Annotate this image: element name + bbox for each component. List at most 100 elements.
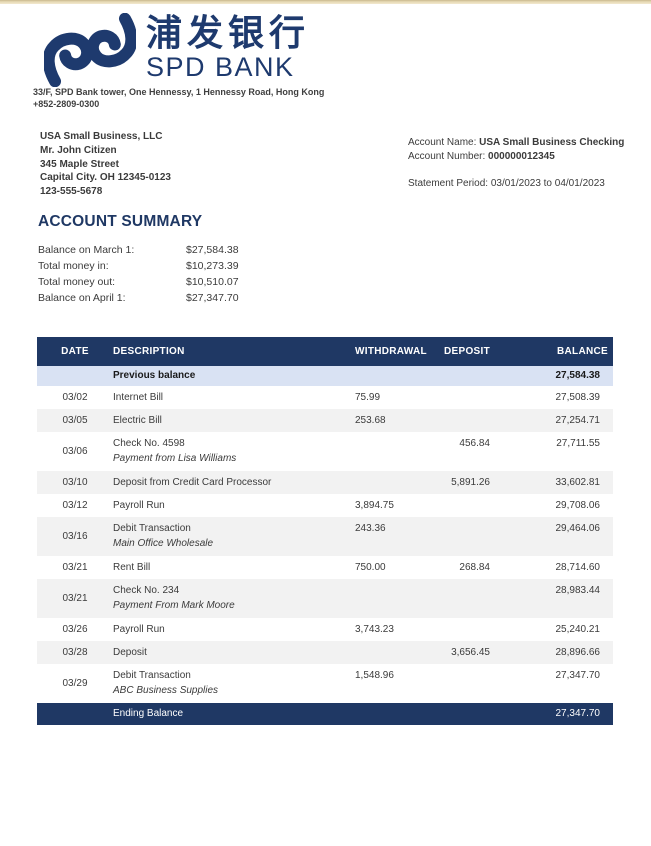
- cell-deposit: [430, 494, 490, 517]
- header-deposit: DEPOSIT: [444, 346, 490, 357]
- bank-address: 33/F, SPD Bank tower, One Hennessy, 1 He…: [33, 87, 325, 97]
- table-row: 03/10 Deposit from Credit Card Processor…: [37, 471, 613, 494]
- cell-withdrawal: 75.99: [355, 392, 381, 403]
- cell-deposit: [430, 618, 490, 641]
- cell-withdrawal: [355, 641, 430, 664]
- description-main: Debit Transaction: [113, 670, 191, 681]
- transactions-table: DATE DESCRIPTION WITHDRAWAL DEPOSIT BALA…: [37, 337, 613, 725]
- table-row: 03/16 Debit Transaction Main Office Whol…: [37, 517, 613, 556]
- summary-row: Total money in: $10,273.39: [38, 258, 239, 274]
- summary-value: $10,273.39: [186, 260, 239, 272]
- ending-balance-row: Ending Balance 27,347.70: [37, 703, 613, 725]
- cell-withdrawal: [355, 471, 430, 494]
- cell-balance: 33,602.81: [555, 477, 601, 488]
- cell-balance: 25,240.21: [555, 624, 601, 635]
- table-row: 03/06 Check No. 4598 Payment from Lisa W…: [37, 432, 613, 471]
- summary-row: Total money out: $10,510.07: [38, 274, 239, 290]
- summary-row: Balance on April 1: $27,347.70: [38, 290, 239, 306]
- statement-period-label: Statement Period:: [408, 178, 489, 189]
- cell-balance: 28,896.66: [555, 647, 601, 658]
- account-name-line: Account Name: USA Small Business Checkin…: [408, 136, 624, 150]
- previous-balance-value: 27,584.38: [555, 370, 601, 381]
- statement-period-line: Statement Period: 03/01/2023 to 04/01/20…: [408, 177, 624, 191]
- cell-date: 03/02: [62, 392, 88, 403]
- cell-description: Debit Transaction Main Office Wholesale: [113, 517, 355, 556]
- customer-name: Mr. John Citizen: [40, 144, 117, 156]
- table-row: 03/28 Deposit 3,656.45 28,896.66: [37, 641, 613, 664]
- cell-balance: 29,464.06: [555, 523, 601, 534]
- cell-date: 03/16: [62, 531, 88, 542]
- bank-header: 浦发银行 SPD BANK: [44, 13, 310, 87]
- customer-company: USA Small Business, LLC: [40, 131, 163, 142]
- summary-label: Total money out:: [38, 276, 116, 288]
- table-row: 03/05 Electric Bill 253.68 27,254.71: [37, 409, 613, 432]
- summary-label: Balance on April 1:: [38, 292, 126, 304]
- account-number-value: 000000012345: [488, 150, 555, 162]
- cell-date: 03/21: [62, 562, 88, 573]
- header-balance: BALANCE: [557, 346, 608, 357]
- cell-deposit: [430, 579, 490, 618]
- customer-street: 345 Maple Street: [40, 158, 119, 170]
- cell-withdrawal: [355, 432, 430, 471]
- cell-description: Debit Transaction ABC Business Supplies: [113, 664, 355, 703]
- bank-name-english: SPD BANK: [146, 51, 295, 82]
- cell-balance: 27,508.39: [555, 392, 601, 403]
- cell-balance: 28,714.60: [555, 562, 601, 573]
- description-note: Payment From Mark Moore: [113, 600, 235, 611]
- bank-name-chinese: 浦发银行: [146, 12, 311, 53]
- cell-balance: 29,708.06: [555, 500, 601, 511]
- cell-withdrawal: 750.00: [355, 562, 386, 573]
- description-main: Check No. 234: [113, 585, 180, 596]
- cell-deposit: [430, 517, 490, 556]
- description-main: Debit Transaction: [113, 523, 191, 534]
- account-summary-rows: Balance on March 1: $27,584.38 Total mon…: [38, 242, 239, 306]
- bank-name-block: 浦发银行 SPD BANK: [146, 13, 310, 81]
- account-summary-title: ACCOUNT SUMMARY: [38, 213, 203, 230]
- table-row: 03/21 Check No. 234 Payment From Mark Mo…: [37, 579, 613, 618]
- cell-deposit: 456.84: [459, 438, 490, 449]
- ending-balance-value: 27,347.70: [555, 708, 601, 719]
- header-description: DESCRIPTION: [113, 346, 185, 357]
- summary-row: Balance on March 1: $27,584.38: [38, 242, 239, 258]
- cell-date: 03/05: [62, 415, 88, 426]
- cell-date: 03/12: [62, 500, 88, 511]
- spd-bank-logo-icon: [44, 13, 136, 87]
- cell-withdrawal: 243.36: [355, 523, 386, 534]
- table-row: 03/21 Rent Bill 750.00 268.84 28,714.60: [37, 556, 613, 579]
- cell-deposit: 3,656.45: [451, 647, 490, 658]
- customer-address-block: USA Small Business, LLC Mr. John Citizen…: [40, 130, 171, 199]
- ending-balance-label: Ending Balance: [113, 708, 184, 719]
- summary-value: $27,584.38: [186, 244, 239, 256]
- bank-phone: +852-2809-0300: [33, 99, 100, 109]
- cell-withdrawal: 253.68: [355, 415, 386, 426]
- cell-description: Check No. 4598 Payment from Lisa William…: [113, 432, 355, 471]
- cell-deposit: [430, 409, 490, 432]
- summary-value: $10,510.07: [186, 276, 239, 288]
- account-number-line: Account Number: 000000012345: [408, 150, 624, 164]
- summary-label: Balance on March 1:: [38, 244, 135, 256]
- customer-phone: 123-555-5678: [40, 186, 103, 198]
- cell-deposit: 5,891.26: [451, 477, 490, 488]
- header-date: DATE: [61, 346, 89, 357]
- header-withdrawal: WITHDRAWAL: [355, 346, 427, 357]
- table-header-row: DATE DESCRIPTION WITHDRAWAL DEPOSIT BALA…: [37, 337, 613, 366]
- cell-date: 03/26: [62, 624, 88, 635]
- cell-description: Rent Bill: [113, 562, 151, 573]
- table-row: 03/29 Debit Transaction ABC Business Sup…: [37, 664, 613, 703]
- table-row: 03/26 Payroll Run 3,743.23 25,240.21: [37, 618, 613, 641]
- account-number-label: Account Number:: [408, 150, 486, 162]
- statement-period-value: 03/01/2023 to 04/01/2023: [490, 178, 605, 189]
- cell-withdrawal: 3,894.75: [355, 500, 394, 511]
- cell-date: 03/28: [62, 647, 88, 658]
- description-note: Main Office Wholesale: [113, 538, 214, 549]
- cell-balance: 27,347.70: [555, 670, 601, 681]
- cell-description: Deposit from Credit Card Processor: [113, 477, 272, 488]
- cell-balance: 28,983.44: [555, 585, 601, 596]
- previous-balance-label: Previous balance: [113, 370, 196, 381]
- previous-balance-row: Previous balance 27,584.38: [37, 366, 613, 386]
- account-name-value: USA Small Business Checking: [479, 137, 625, 148]
- cell-date: 03/21: [62, 593, 88, 604]
- cell-date: 03/29: [62, 678, 88, 689]
- description-note: ABC Business Supplies: [113, 685, 219, 696]
